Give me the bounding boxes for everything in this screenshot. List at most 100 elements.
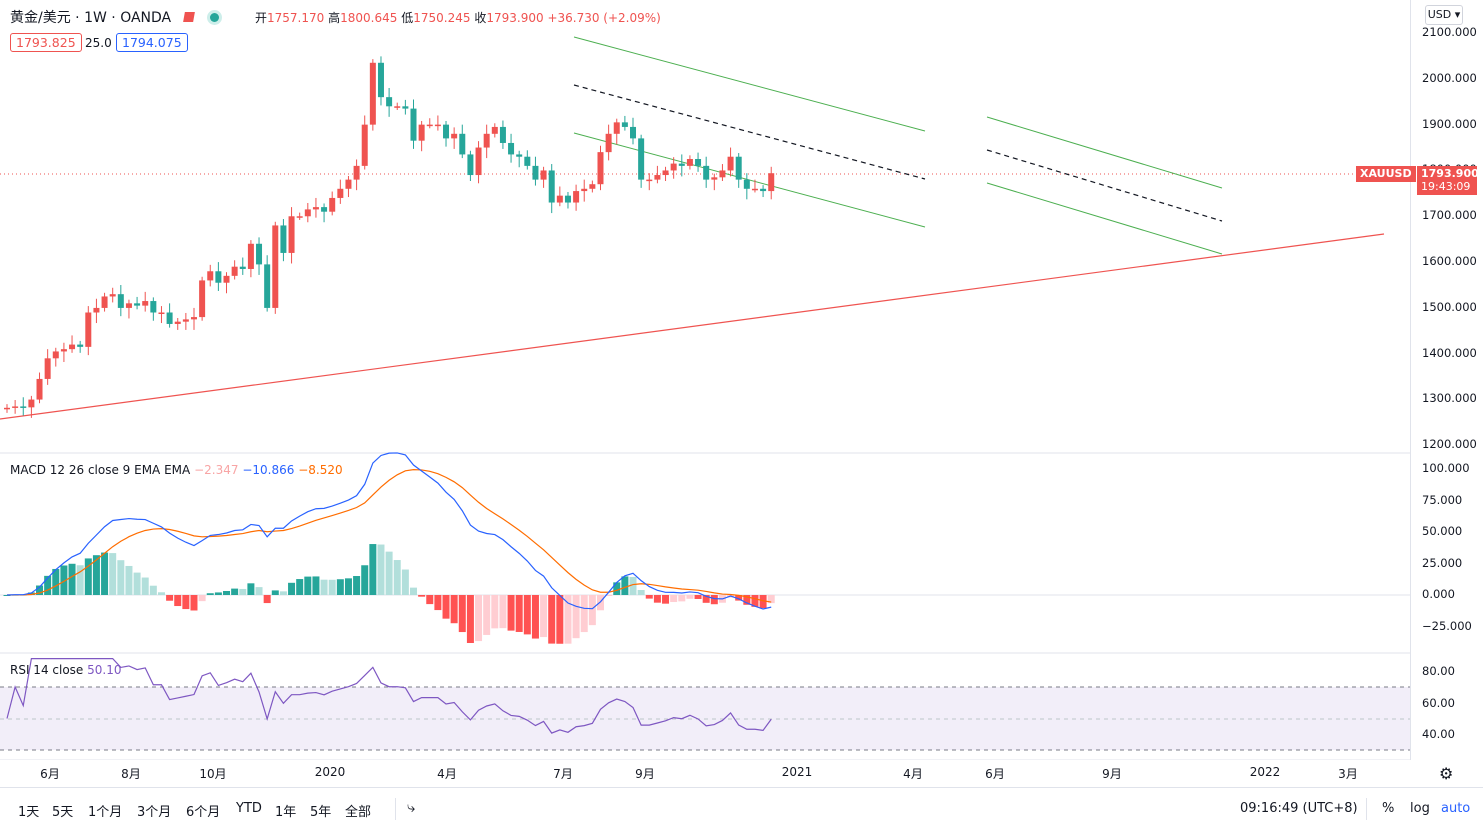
candle-body [524, 156, 531, 166]
macd-histogram-bar [296, 579, 304, 595]
go-to-date-icon[interactable]: ⤷ [407, 798, 416, 816]
macd-axis-label: 75.000 [1422, 492, 1463, 507]
candle-body [638, 138, 645, 180]
macd-histogram-bar [279, 591, 287, 595]
macd-histogram-bar [515, 595, 523, 632]
candle-body [329, 197, 336, 212]
macd-histogram-bar [361, 565, 369, 595]
settings-gear-icon[interactable]: ⚙ [1439, 764, 1454, 783]
candle-body [451, 133, 458, 139]
time-axis-label: 3月 [1338, 767, 1358, 781]
range-button[interactable]: 全部 [345, 805, 372, 820]
rsi-axis-label: 60.00 [1422, 695, 1455, 710]
candle-body [459, 133, 466, 155]
channel-upper-2 [986, 116, 1223, 189]
percent-scale-toggle[interactable]: % [1382, 801, 1395, 816]
candle-body [573, 191, 580, 203]
sell-price-button[interactable]: 1793.825 [10, 33, 82, 52]
candle-body [12, 406, 19, 408]
macd-histogram-bar [531, 595, 539, 639]
price-axis[interactable] [1410, 0, 1483, 760]
time-axis-label: 2021 [781, 765, 813, 779]
candle-body [337, 188, 344, 198]
macd-histogram-bar [507, 595, 515, 631]
candle-body [377, 62, 384, 98]
log-scale-toggle[interactable]: log [1410, 801, 1430, 816]
spread-value: 25.0 [85, 36, 112, 50]
broker: OANDA [120, 10, 172, 26]
buy-price-button[interactable]: 1794.075 [116, 33, 188, 52]
range-button[interactable]: YTD [236, 801, 262, 816]
currency-select[interactable]: USD ▾ [1425, 5, 1463, 25]
time-axis-label: 10月 [199, 767, 227, 781]
symbol-title[interactable]: 黄金/美元 · 1W · OANDA [10, 7, 220, 27]
candle-body [361, 124, 368, 166]
candle-body [150, 301, 157, 313]
time-axis-label: 9月 [635, 767, 655, 781]
price-axis-label: 1200.000 [1422, 437, 1477, 452]
range-button[interactable]: 3个月 [137, 805, 172, 820]
macd-legend: MACD 12 26 close 9 EMA EMA −2.347 −10.86… [10, 463, 343, 477]
candle-body [272, 225, 279, 308]
macd-histogram-bar [466, 595, 474, 643]
candle-body [386, 97, 393, 107]
range-button[interactable]: 5天 [52, 805, 74, 820]
candle-body [621, 122, 628, 127]
range-button[interactable]: 6个月 [186, 805, 221, 820]
candle-body [353, 165, 360, 180]
macd-histogram-bar [418, 595, 426, 597]
candle-body [166, 312, 173, 324]
interval: 1W [84, 10, 107, 26]
candle-body [223, 275, 230, 283]
candle-body [548, 170, 555, 203]
range-button[interactable]: 5年 [310, 805, 332, 820]
candle-body [434, 124, 441, 127]
macd-histogram-bar [344, 578, 352, 595]
macd-histogram-bar [92, 555, 100, 595]
macd-histogram-bar [27, 592, 35, 595]
symbol-name: 黄金/美元 [10, 10, 71, 26]
candle-body [516, 154, 523, 157]
candle-body [735, 156, 742, 180]
macd-histogram-bar [702, 595, 710, 603]
time-axis-label: 6月 [985, 767, 1005, 781]
macd-histogram-bar [426, 595, 434, 605]
flag-icon[interactable] [182, 12, 195, 22]
candle-body [678, 163, 685, 166]
candle-body [760, 188, 767, 192]
macd-histogram-bar [182, 595, 190, 610]
macd-histogram-bar [288, 582, 296, 595]
macd-axis-label: 50.000 [1422, 524, 1463, 538]
candle-body [727, 156, 734, 171]
candle-body [93, 307, 100, 313]
candle-body [199, 280, 206, 318]
auto-scale-toggle[interactable]: auto [1441, 801, 1471, 816]
candle-body [630, 126, 637, 139]
macd-histogram-bar [157, 592, 165, 595]
candle-body [589, 184, 596, 189]
candle-body [134, 303, 141, 306]
range-button[interactable]: 1个月 [88, 805, 123, 820]
macd-histogram-bar [767, 595, 775, 604]
macd-histogram-bar [410, 587, 417, 595]
macd-histogram-bar [743, 595, 751, 605]
macd-histogram-bar [369, 544, 377, 595]
candle-body [52, 351, 59, 359]
macd-histogram-bar [442, 595, 450, 619]
macd-histogram-bar [141, 577, 149, 595]
range-button[interactable]: 1年 [275, 805, 297, 820]
last-price-tag: 1793.900 19:43:09 [1417, 166, 1479, 195]
macd-axis-label: 100.000 [1422, 461, 1470, 475]
candle-body [125, 303, 132, 308]
price-axis-label: 1400.000 [1422, 345, 1477, 360]
price-chart[interactable] [0, 0, 1410, 760]
macd-histogram-bar [401, 569, 409, 595]
time-axis-label: 2020 [314, 765, 346, 779]
time-axis-label: 4月 [903, 767, 923, 781]
candles [4, 56, 775, 418]
range-button[interactable]: 1天 [18, 805, 40, 820]
macd-histogram-bar [735, 595, 743, 601]
channel-mid-1 [573, 84, 926, 180]
macd-histogram-bar [223, 590, 231, 595]
candle-body [695, 159, 702, 166]
